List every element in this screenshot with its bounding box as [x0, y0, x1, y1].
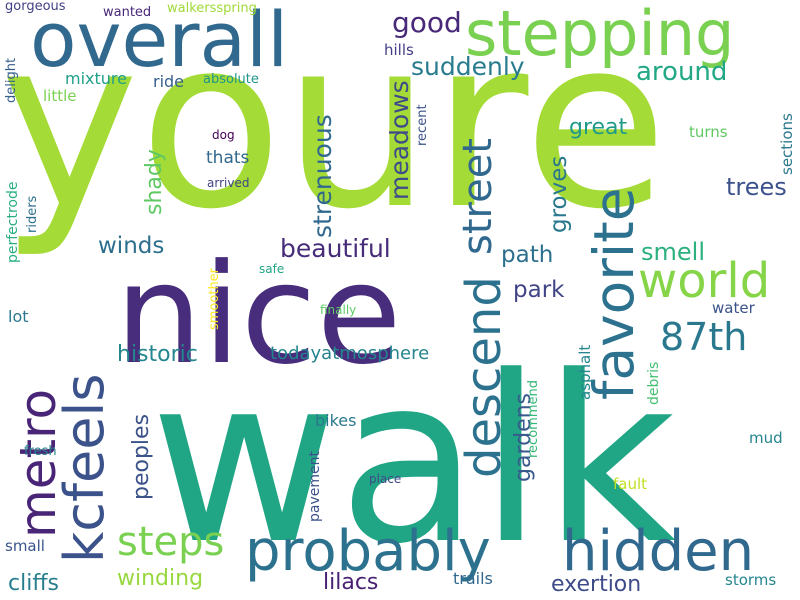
word-exertion: exertion	[551, 572, 641, 597]
word-world: world	[638, 253, 770, 309]
word-hidden: hidden	[562, 519, 754, 584]
word-lilacs: lilacs	[323, 570, 378, 595]
word-kcfeels: kcfeels	[53, 373, 116, 563]
word-place: place	[369, 472, 401, 486]
word-meadows: meadows	[385, 80, 414, 200]
word-walk: walk	[150, 328, 676, 595]
word-lot: lot	[8, 307, 29, 326]
word-asphalt: asphalt	[576, 345, 594, 400]
word-recent: recent	[415, 104, 430, 146]
word-mud: mud	[749, 429, 783, 447]
word-ride: ride	[153, 72, 184, 91]
word-hills: hills	[384, 41, 414, 59]
word-beautiful: beautiful	[280, 234, 391, 263]
word-trails: trails	[453, 569, 493, 588]
word-fresh: fresh	[24, 444, 57, 459]
word-groves: groves	[546, 156, 572, 233]
word-shady: shady	[142, 149, 167, 215]
word-safe: safe	[259, 262, 284, 276]
word-trees: trees	[726, 173, 787, 201]
word-todayatmosphere: todayatmosphere	[270, 343, 429, 364]
word-smell: smell	[641, 238, 705, 266]
word-winds: winds	[98, 233, 164, 259]
word-nice: nice	[115, 234, 402, 395]
word-debris: debris	[646, 362, 662, 405]
word-steps: steps	[117, 519, 224, 565]
word-riders: riders	[25, 195, 40, 233]
word-overall: overall	[30, 0, 288, 84]
word-87th: 87th	[660, 315, 747, 359]
word-thats: thats	[206, 148, 250, 168]
word-historic: historic	[117, 342, 198, 367]
word-good: good	[392, 6, 462, 39]
word-stepping: stepping	[465, 0, 734, 70]
word-park: park	[513, 277, 565, 303]
word-wanted: wanted	[103, 5, 151, 20]
word-great: great	[569, 115, 628, 140]
word-strenuous: strenuous	[308, 114, 337, 238]
word-fault: fault	[613, 475, 647, 493]
word-winding: winding	[117, 566, 203, 591]
word-pavement: pavement	[307, 451, 323, 522]
word-delight: delight	[4, 58, 19, 103]
word-dog: dog	[212, 128, 235, 142]
word-storms: storms	[725, 571, 776, 589]
word-water: water	[712, 299, 756, 317]
word-mixture: mixture	[65, 69, 127, 88]
word-street: street	[455, 138, 501, 255]
word-sections: sections	[778, 113, 796, 175]
word-gorgeous: gorgeous	[5, 0, 66, 14]
word-descend: descend	[456, 276, 512, 478]
word-smoother: smoother	[207, 267, 222, 330]
word-metro: metro	[9, 389, 67, 538]
word-perfectrode: perfectrode	[5, 182, 21, 264]
word-cliffs: cliffs	[8, 571, 59, 596]
word-walkersspring: walkersspring	[167, 1, 257, 16]
word-path: path	[501, 242, 553, 268]
word-favorite: favorite	[582, 187, 646, 400]
word-small: small	[5, 537, 45, 555]
word-turns: turns	[689, 123, 728, 141]
word-probably: probably	[245, 519, 491, 584]
word-suddenly: suddenly	[411, 52, 525, 81]
word-peoples: peoples	[129, 414, 154, 500]
word-finally: finally	[320, 303, 356, 317]
word-arrived: arrived	[207, 176, 249, 190]
word-little: little	[43, 87, 77, 105]
word-recommend: recommend	[526, 380, 541, 458]
word-bikes: bikes	[315, 411, 356, 430]
word-gardens: gardens	[511, 393, 536, 482]
word-around: around	[636, 57, 727, 87]
word-youre: youre	[0, 0, 668, 261]
word-absolute: absolute	[203, 72, 259, 87]
